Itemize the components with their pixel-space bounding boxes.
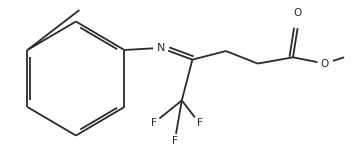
Text: F: F xyxy=(197,118,202,128)
Text: F: F xyxy=(172,136,178,146)
Text: F: F xyxy=(151,118,156,128)
Text: O: O xyxy=(293,8,302,18)
Text: N: N xyxy=(156,43,165,53)
Text: O: O xyxy=(321,59,329,69)
